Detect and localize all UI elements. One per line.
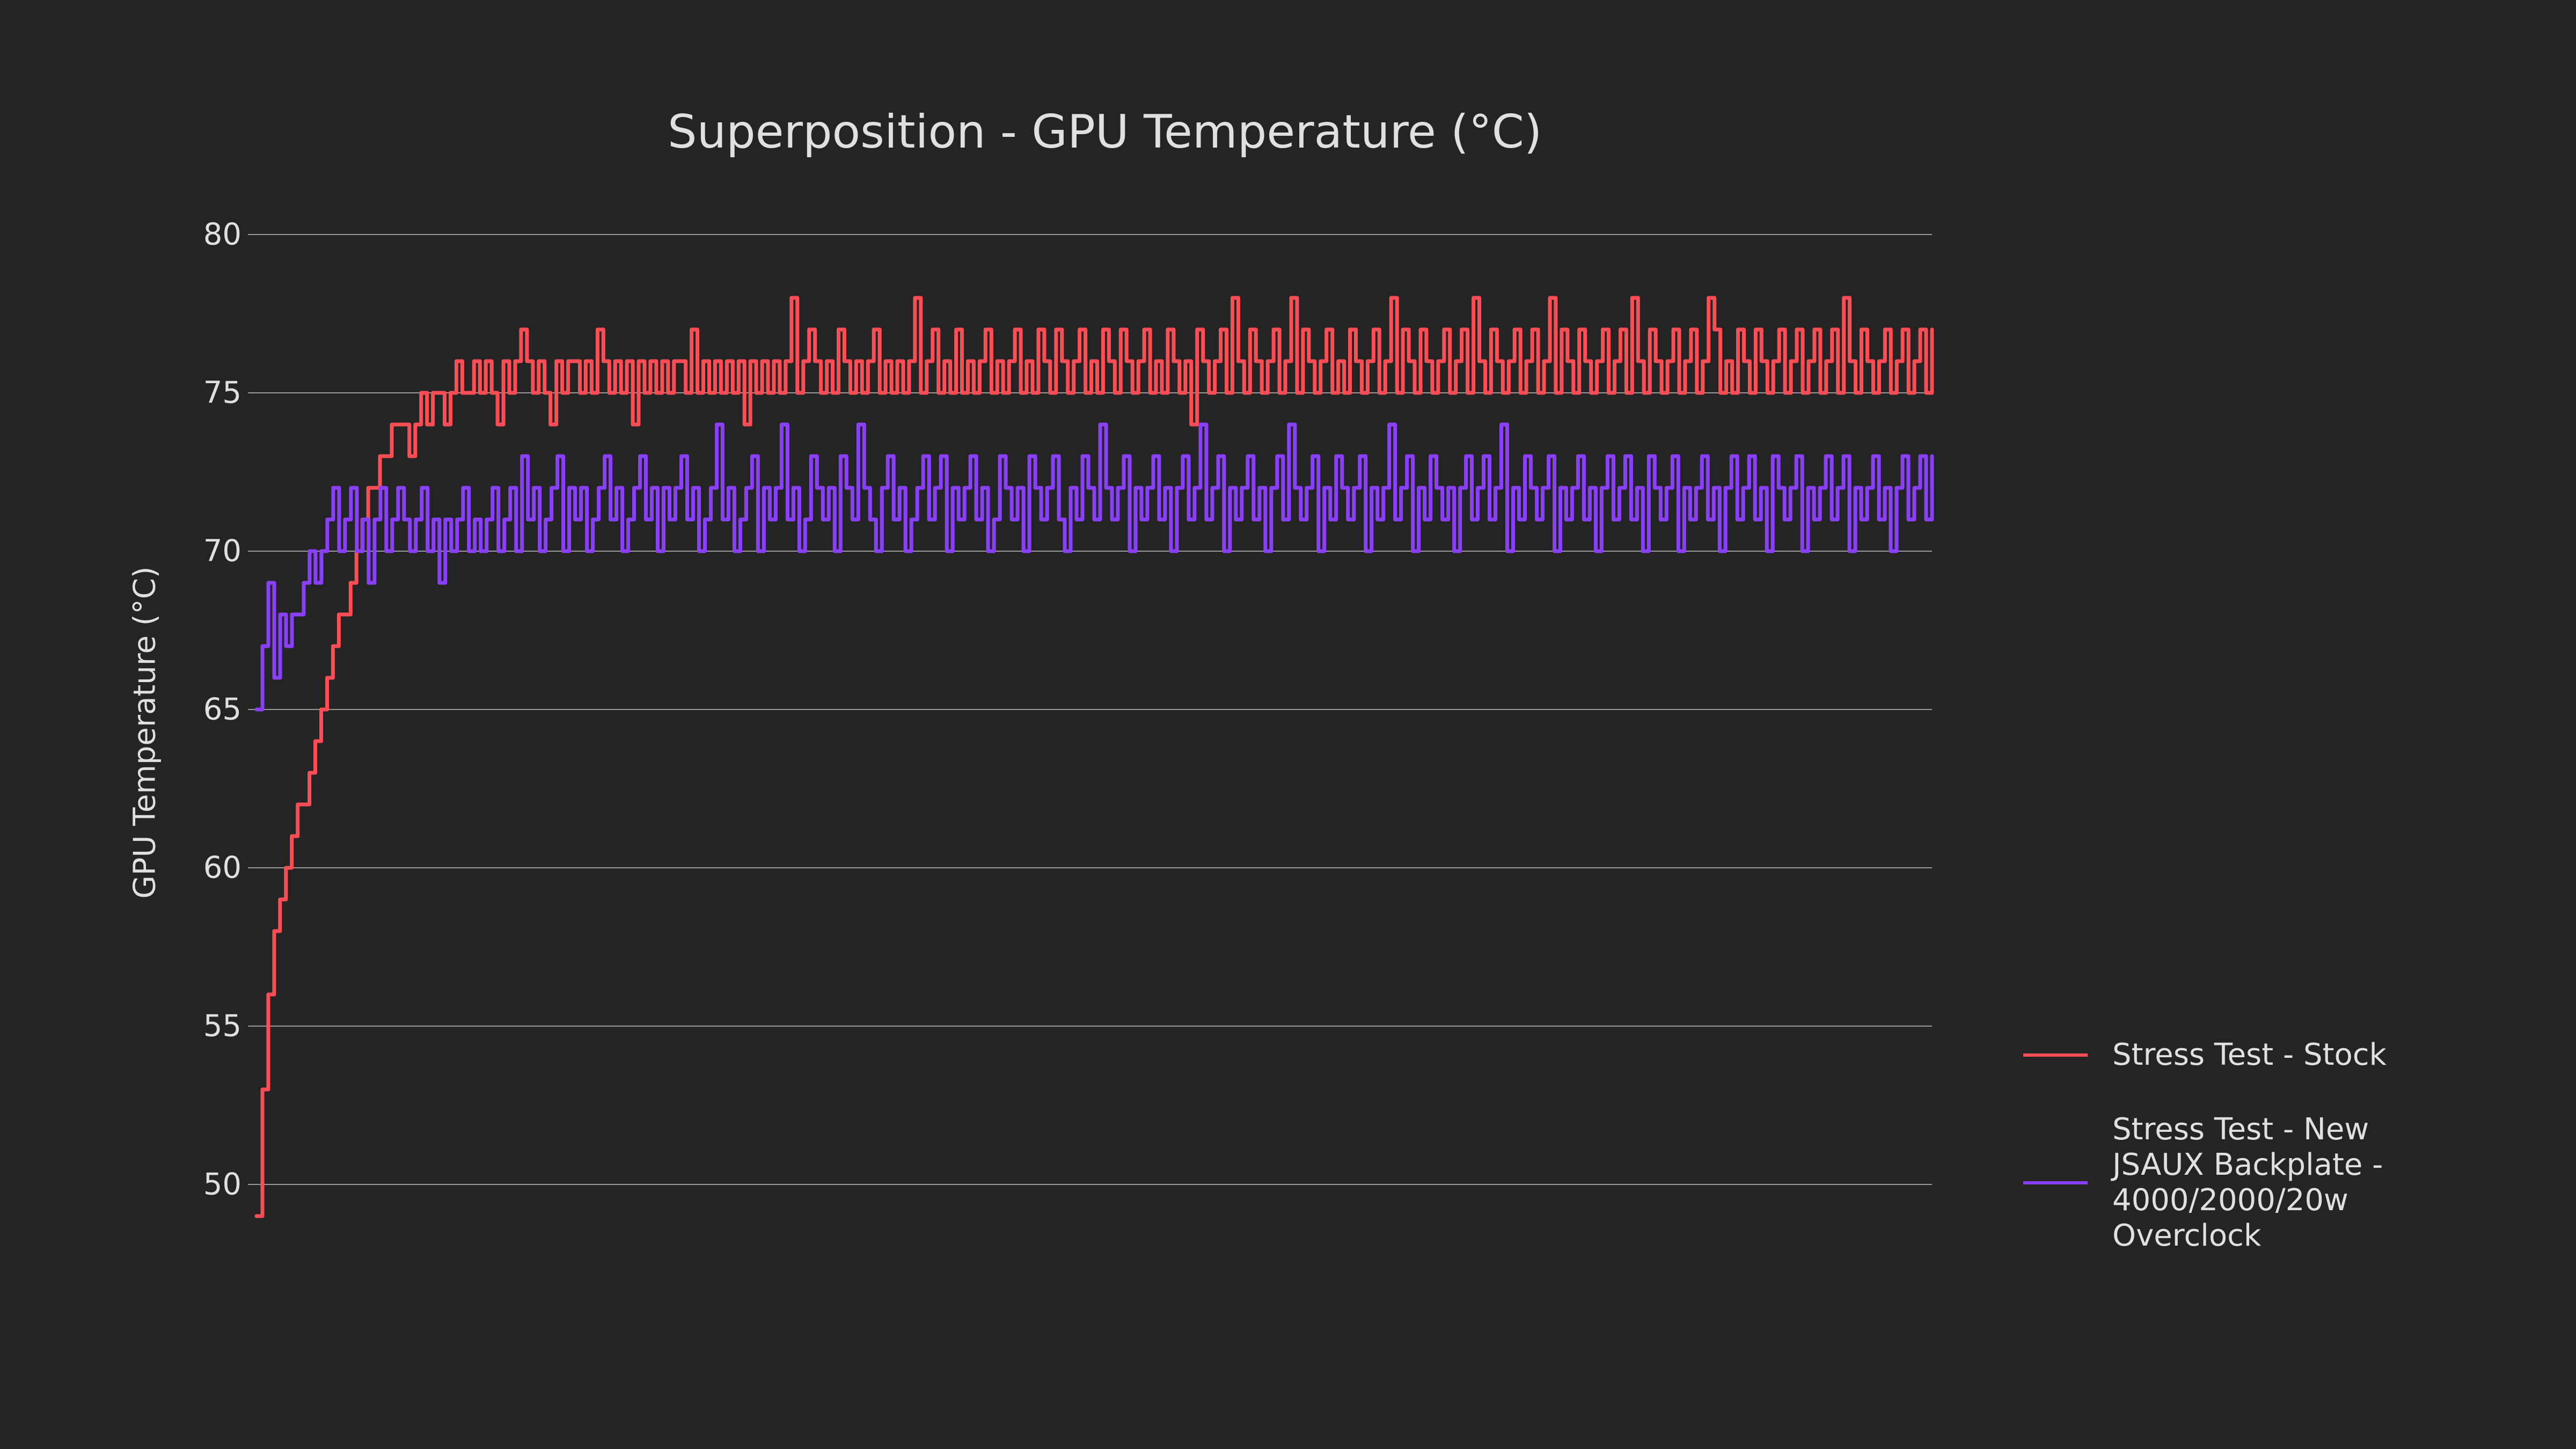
- y-tick-55: 55: [203, 1008, 241, 1044]
- y-tick-75: 75: [203, 375, 241, 411]
- legend-item-backplate[interactable]: Stress Test - New JSAUX Backplate - 4000…: [2023, 1112, 2413, 1254]
- y-tick-80: 80: [203, 217, 241, 252]
- legend-label-stock: Stress Test - Stock: [2112, 1037, 2387, 1072]
- y-tick-50: 50: [203, 1167, 241, 1202]
- legend-swatch-backplate: [2023, 1181, 2088, 1184]
- y-tick-60: 60: [203, 850, 241, 885]
- legend-label-backplate: Stress Test - New JSAUX Backplate - 4000…: [2112, 1112, 2383, 1253]
- y-tick-70: 70: [203, 533, 241, 569]
- series-backplate-line: [254, 422, 1934, 712]
- chart-title: Superposition - GPU Temperature (°C): [668, 105, 1542, 159]
- legend: Stress Test - Stock Stress Test - New JS…: [2023, 1020, 2413, 1275]
- legend-swatch-stock: [2023, 1053, 2088, 1057]
- series-stock-line: [254, 296, 1934, 1218]
- gridlines: [248, 234, 1932, 1185]
- y-tick-65: 65: [203, 692, 241, 727]
- legend-item-stock[interactable]: Stress Test - Stock: [2023, 1020, 2413, 1091]
